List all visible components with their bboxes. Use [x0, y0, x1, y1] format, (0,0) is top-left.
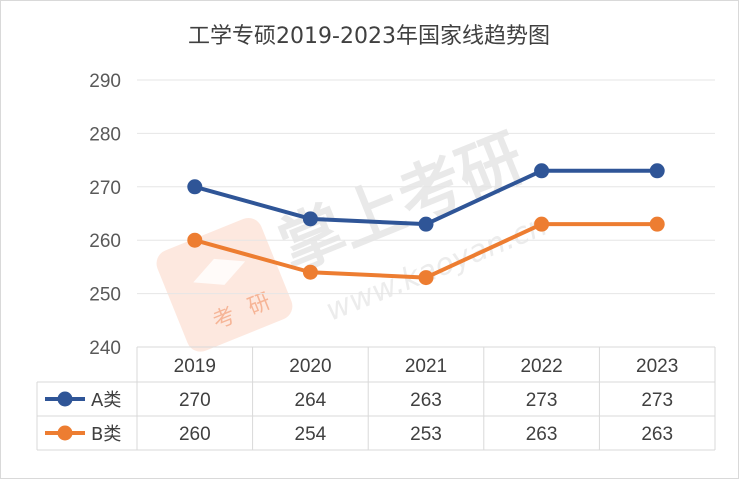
y-axis-ticks: 240 250 260 270 280 290: [89, 71, 121, 359]
data-value-cell: 273: [641, 390, 673, 411]
watermark: 考 研 掌上考研 www.kaoyan.cn: [156, 121, 552, 352]
data-value-cell: 270: [179, 390, 211, 411]
y-tick-label: 260: [89, 231, 121, 252]
data-point: [302, 264, 318, 280]
x-tick-label: 2022: [520, 356, 562, 377]
watermark-logo: 考 研: [156, 218, 293, 352]
data-point: [418, 216, 434, 232]
data-value-cell: 263: [526, 424, 558, 445]
data-point: [418, 270, 434, 286]
y-tick-label: 270: [89, 178, 121, 199]
data-value-cell: 253: [410, 424, 442, 445]
legend-key-marker: [57, 425, 73, 441]
y-tick-label: 280: [89, 124, 121, 145]
data-point: [649, 163, 665, 179]
data-value-cell: 264: [295, 390, 327, 411]
series-name-label: B类: [91, 424, 121, 445]
legend-key-marker: [57, 391, 73, 407]
data-point: [302, 211, 318, 227]
x-tick-label: 2023: [636, 356, 678, 377]
data-point: [649, 216, 665, 232]
data-point: [534, 163, 550, 179]
data-point: [534, 216, 550, 232]
y-tick-label: 290: [89, 71, 121, 92]
series-layer: [187, 163, 665, 286]
y-tick-label: 250: [89, 285, 121, 306]
chart-title: 工学专硕2019-2023年国家线趋势图: [188, 24, 550, 49]
x-tick-label: 2021: [405, 356, 447, 377]
gridlines: [137, 79, 715, 295]
data-value-cell: 263: [641, 424, 673, 445]
data-value-cell: 260: [179, 424, 211, 445]
data-table: 2019 2020 2021 2022 2023 A类 270 264 263 273 273 B类 2…: [36, 346, 716, 451]
x-tick-label: 2019: [174, 356, 216, 377]
data-point: [187, 179, 203, 195]
series-name-label: A类: [91, 390, 121, 411]
data-value-cell: 273: [526, 390, 558, 411]
y-tick-label: 240: [89, 338, 121, 359]
data-point: [187, 232, 203, 248]
data-value-cell: 254: [295, 424, 327, 445]
x-tick-label: 2020: [289, 356, 331, 377]
data-value-cell: 263: [410, 390, 442, 411]
